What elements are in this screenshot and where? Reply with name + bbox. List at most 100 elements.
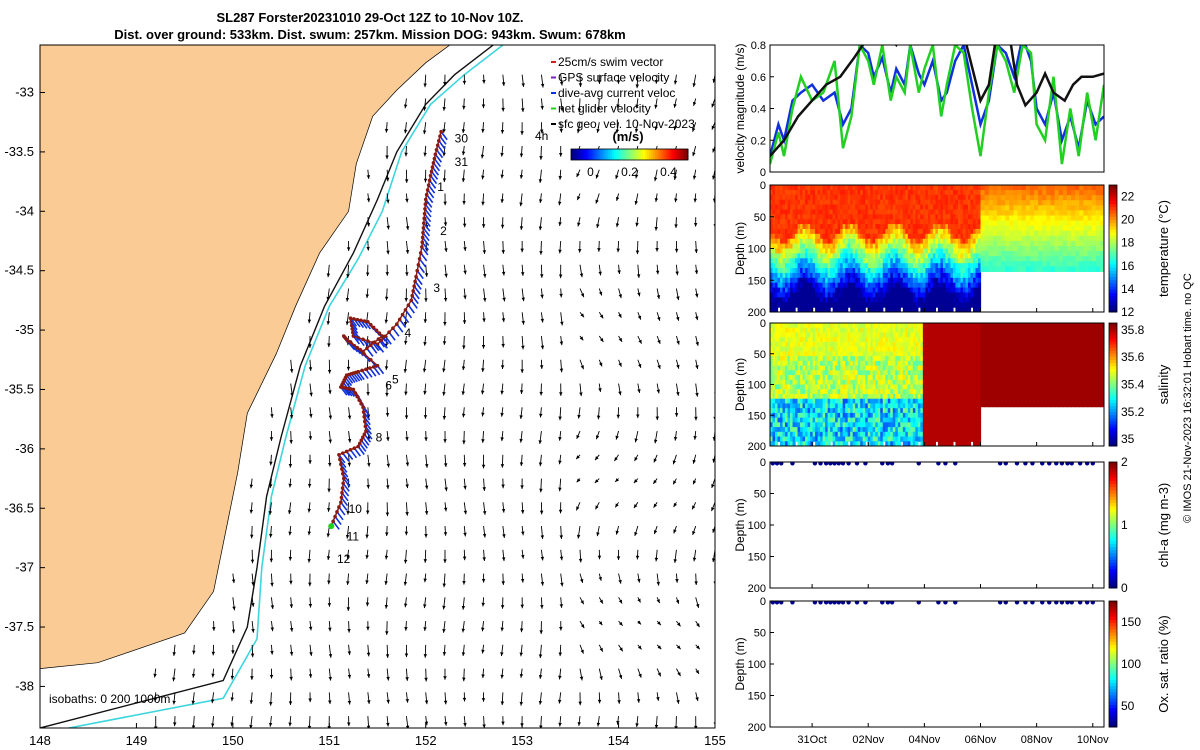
colorbar-cell: [639, 149, 642, 160]
profile-cell: [930, 199, 934, 206]
profile-cell: [972, 238, 977, 245]
profile-cell: [865, 224, 869, 230]
profile-cell: [875, 204, 879, 211]
profile-cell: [770, 233, 774, 240]
profile-cell: [840, 272, 844, 279]
current-arrowhead: [694, 725, 698, 728]
profile-cell: [927, 292, 931, 298]
profile-cell: [845, 228, 849, 235]
current-arrowhead: [346, 581, 350, 585]
profile-cell: [797, 238, 801, 245]
colorbar-cell: [635, 149, 638, 160]
current-arrowhead: [423, 152, 427, 157]
profile-cell: [952, 233, 957, 240]
profile-cell: [960, 258, 964, 264]
profile-cell: [782, 389, 786, 395]
current-arrowhead: [673, 176, 677, 180]
profile-cell: [887, 253, 891, 259]
profile-cell: [940, 297, 944, 303]
profile-cell: [900, 185, 904, 191]
profile-cell: [815, 384, 819, 390]
profile-cell: [996, 235, 1002, 242]
profile-cell: [852, 224, 856, 230]
profile-cell: [860, 307, 864, 312]
profile-cell: [860, 243, 864, 250]
profile-cell: [787, 323, 791, 329]
profile-cell: [847, 263, 851, 269]
profile-cell: [1001, 195, 1006, 201]
profile-cell: [782, 248, 786, 254]
profile-cell: [790, 427, 794, 433]
profile-cell: [955, 287, 959, 294]
profile-cell: [925, 302, 929, 308]
profile-cell: [875, 263, 879, 269]
profile-cell: [812, 323, 816, 329]
profile-cell: [795, 389, 799, 395]
profile-cell: [1005, 251, 1010, 257]
profile-cell: [837, 233, 841, 240]
profile-cell: [892, 238, 896, 245]
current-arrowhead: [674, 224, 678, 229]
profile-cell: [962, 228, 967, 235]
profile-cell: [1046, 230, 1052, 237]
current-arrowhead: [673, 80, 678, 85]
profile-cell: [897, 307, 901, 312]
profile-cell: [857, 243, 861, 250]
profile-cell: [947, 238, 952, 245]
profile-cell: [782, 302, 786, 308]
profile-cell: [927, 282, 931, 289]
profile-cell: [787, 431, 791, 438]
profile-cell: [792, 356, 796, 362]
profile-cell: [815, 441, 819, 446]
profile-cell: [852, 268, 856, 274]
current-arrowhead: [577, 196, 581, 201]
profile-cell: [988, 266, 994, 272]
profile-cell: [802, 243, 806, 250]
profile-cell: [1005, 230, 1010, 237]
profile-cell: [830, 214, 834, 220]
profile-cell: [1050, 245, 1056, 252]
profile-cell: [932, 263, 936, 269]
profile-cell: [988, 185, 994, 191]
profile-cell: [907, 248, 911, 254]
profile-cell: [925, 258, 929, 264]
current-arrowhead: [500, 129, 505, 134]
profile-cell: [835, 219, 839, 225]
current-arrowhead: [442, 583, 447, 588]
profile-cell: [952, 268, 957, 274]
profile-cell: [905, 258, 909, 264]
profile-cell: [892, 199, 896, 206]
colorbar-cell: [1109, 261, 1117, 265]
profile-cell: [775, 228, 779, 235]
profile-cell: [992, 215, 998, 222]
profile-cell: [912, 219, 916, 225]
profile-cell: [930, 238, 934, 245]
profile-cell: [840, 282, 844, 289]
profile-cell: [772, 337, 776, 343]
profile-cell: [857, 209, 861, 215]
profile-cell: [975, 243, 979, 250]
profile-cell: [867, 185, 871, 191]
profile-cell: [797, 194, 801, 201]
current-arrowhead: [347, 628, 351, 633]
profile-cell: [770, 332, 774, 338]
profile-cell: [817, 263, 821, 269]
profile-cell: [870, 263, 874, 269]
profile-cell: [785, 209, 789, 215]
profile-cell: [1066, 190, 1072, 196]
profile-cell: [777, 337, 781, 343]
profile-cell: [900, 194, 904, 201]
colorbar-cell: [1109, 194, 1117, 199]
profile-cell: [800, 431, 804, 438]
profile-cell: [802, 297, 806, 303]
profile-cell: [805, 332, 809, 338]
profile-cell: [770, 427, 774, 433]
profile-cell: [902, 268, 906, 274]
profile-cell: [887, 272, 891, 279]
profile-cell: [802, 199, 806, 206]
profile-cell: [1058, 240, 1064, 247]
current-arrowhead: [694, 316, 699, 321]
current-arrowhead: [538, 462, 543, 467]
current-arrowhead: [289, 580, 293, 585]
